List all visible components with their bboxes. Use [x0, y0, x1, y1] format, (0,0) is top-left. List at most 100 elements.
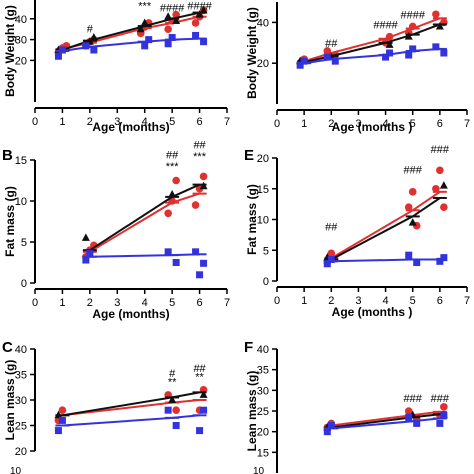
y-tick-label: 30 [15, 35, 27, 47]
data-point [168, 395, 177, 403]
significance-label: *** [138, 0, 152, 12]
data-point [432, 184, 440, 193]
data-point [191, 19, 200, 27]
x-tick-label: 6 [437, 118, 443, 130]
data-point [164, 248, 172, 256]
significance-label: ## [166, 149, 179, 161]
y-axis-label: Fat mass (g) [245, 184, 259, 255]
x-tick-label: 1 [301, 295, 307, 307]
x-tick-label: 1 [59, 116, 65, 128]
data-point [200, 406, 208, 414]
data-point [136, 24, 145, 33]
panel-a: 20 30 40 0 1 2 3 4 5 6 7 Age (months) Body Weight (g… [3, 0, 230, 134]
panel-e: 0 5 10 15 20 0 1 2 3 4 5 6 7 Age (months ) Fat mass (g… [245, 144, 470, 319]
y-tick-label: 10 [257, 215, 269, 227]
series-red [323, 166, 448, 267]
data-point [164, 209, 172, 218]
series-black [323, 181, 448, 261]
data-point [323, 53, 331, 61]
y-tick-label: 20 [257, 153, 269, 165]
significance-label: ### [404, 164, 423, 176]
data-point [404, 203, 413, 211]
data-point [90, 46, 98, 54]
partial-tick-right: 10 [253, 466, 265, 474]
data-point [440, 411, 448, 419]
data-point [435, 21, 444, 30]
significance-label: #### [373, 20, 398, 32]
series-line-red [330, 190, 441, 260]
data-point [440, 49, 448, 57]
y-tick-label: 35 [257, 365, 269, 377]
series-line-black [330, 197, 441, 261]
x-tick-label: 4 [142, 297, 148, 309]
data-point [300, 57, 308, 65]
series-red [82, 172, 208, 261]
panel-label-c: C [2, 339, 13, 356]
data-point [196, 427, 204, 435]
x-tick-label: 3 [114, 297, 120, 309]
x-tick-label: 3 [114, 116, 120, 128]
x-tick-label: 3 [355, 118, 361, 130]
significance-label: #### [187, 0, 212, 12]
data-point [327, 421, 335, 429]
x-tick-label: 0 [32, 297, 38, 309]
data-point [164, 25, 172, 33]
x-tick-label: 0 [32, 116, 38, 128]
data-point [192, 31, 200, 39]
data-point [331, 57, 339, 65]
data-point [199, 172, 208, 181]
data-point [164, 406, 172, 414]
data-point [327, 255, 335, 263]
data-point [432, 43, 440, 51]
y-tick-label: 40 [257, 344, 269, 356]
significance-label: ## [193, 140, 206, 152]
panel-label-f: F [244, 339, 253, 356]
data-point [140, 18, 149, 26]
data-point [382, 53, 390, 61]
data-point [409, 45, 417, 53]
data-point [432, 10, 440, 19]
series-black [54, 390, 208, 419]
data-point [436, 166, 444, 175]
y-tick-label: 15 [257, 447, 269, 459]
data-point [196, 271, 204, 279]
x-axis-label: Age (months ) [332, 305, 413, 319]
data-point [405, 251, 413, 259]
partial-tick-left: 10 [10, 466, 22, 474]
data-point [82, 256, 90, 264]
y-tick-label: 10 [15, 196, 27, 208]
x-tick-label: 6 [197, 116, 203, 128]
x-tick-label: 2 [87, 297, 93, 309]
data-point [172, 422, 180, 429]
x-tick-label: 4 [383, 295, 389, 307]
x-tick-label: 2 [328, 295, 334, 307]
data-point [172, 16, 181, 24]
x-tick-label: 1 [301, 118, 307, 130]
x-tick-label: 1 [59, 297, 65, 309]
y-axis-label: Lean mass (g) [3, 360, 17, 441]
data-point [192, 248, 200, 256]
data-point [200, 259, 208, 267]
data-point [439, 181, 448, 189]
x-tick-label: 7 [464, 118, 470, 130]
data-point [81, 233, 90, 241]
y-tick-label: 20 [257, 58, 269, 70]
y-tick-label: 40 [15, 344, 27, 356]
data-point [54, 52, 62, 60]
data-point [440, 254, 448, 262]
x-tick-label: 5 [169, 297, 175, 309]
significance-label: ** [168, 377, 177, 389]
y-tick-label: 20 [257, 427, 269, 439]
data-point [413, 259, 421, 267]
y-tick-label: 25 [257, 406, 269, 418]
data-point [191, 201, 200, 209]
data-point [386, 49, 394, 57]
data-point [323, 260, 331, 268]
significance-label: *** [166, 161, 180, 173]
data-point [145, 36, 153, 44]
y-tick-label: 20 [15, 55, 27, 67]
y-axis-label: Body Weight (g) [3, 5, 17, 97]
y-tick-label: 30 [15, 395, 27, 407]
